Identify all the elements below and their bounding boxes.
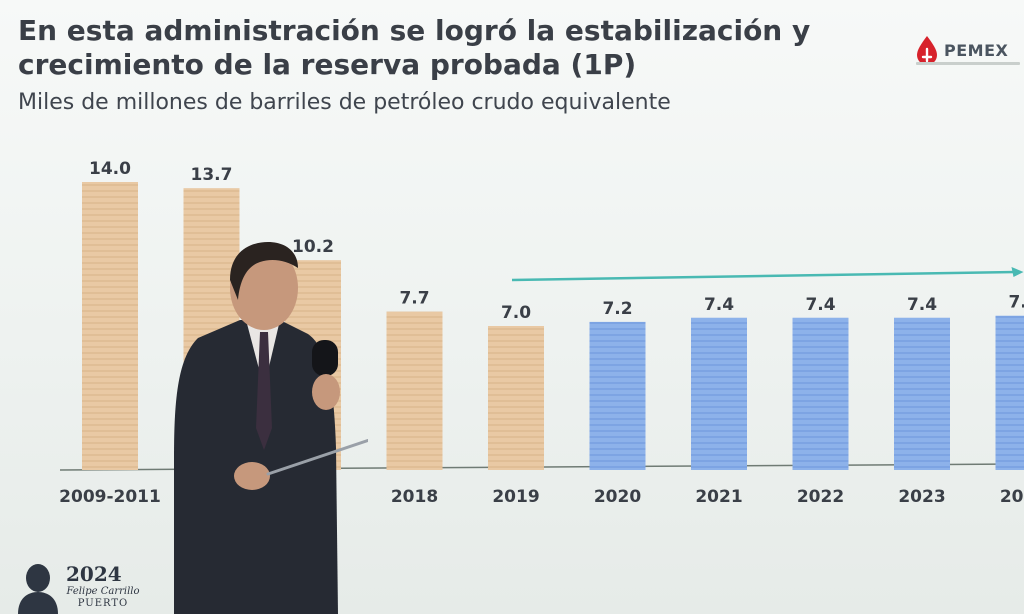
bar-2009-2011: [82, 182, 138, 470]
bar-2023: [894, 317, 950, 470]
page-title: En esta administración se logró la estab…: [18, 14, 811, 81]
footer-emblem: [18, 564, 58, 614]
pemex-logo-icon: [917, 36, 937, 65]
portrait-emblem-icon: [18, 564, 58, 614]
trend-arrow-line: [511, 270, 1016, 282]
value-label-2017: 10.2: [292, 237, 334, 257]
category-label-2020: 2020: [594, 487, 641, 507]
presenter-figure: [174, 242, 368, 614]
value-label-2019: 7.0: [501, 303, 531, 323]
pemex-logo-text: PEMEX: [944, 40, 1009, 60]
category-label-2024: 2024: [1000, 487, 1024, 507]
value-label-2009-2011: 14.0: [89, 159, 131, 179]
value-label-2018: 7.7: [399, 289, 429, 309]
footer-name: Felipe Carrillo: [66, 586, 140, 597]
value-label-2024: 7.5: [1008, 293, 1024, 313]
logo-underline: [916, 62, 1020, 65]
bar-2018: [386, 311, 443, 470]
value-label-2021: 7.4: [704, 295, 734, 315]
value-label-2020: 7.2: [602, 299, 632, 319]
chart-subtitle: Miles de millones de barriles de petróle…: [18, 90, 671, 115]
trend-arrow-head: [1011, 267, 1024, 277]
value-label-2012: 13.7: [191, 165, 233, 185]
category-label-2019: 2019: [492, 487, 539, 507]
bar-2024: [995, 315, 1024, 470]
category-label-2018: 2018: [391, 487, 438, 507]
category-label-2022: 2022: [797, 487, 844, 507]
category-label-2009-2011: 2009-2011: [59, 487, 161, 507]
reserve-bar-chart: 14.02009-201113.72010.20177.720187.02019…: [59, 159, 1024, 507]
footer-year: 2024: [66, 562, 122, 586]
category-label-2021: 2021: [695, 487, 742, 507]
value-label-2023: 7.4: [907, 295, 937, 315]
bar-2019: [488, 326, 544, 470]
footer-city: PUERTO: [77, 598, 129, 609]
value-label-2022: 7.4: [805, 295, 835, 315]
bar-2021: [691, 317, 747, 470]
bar-2020: [589, 321, 646, 470]
bar-2022: [792, 317, 849, 470]
category-label-2023: 2023: [898, 487, 945, 507]
pemex-logo: PEMEX: [914, 30, 1024, 70]
